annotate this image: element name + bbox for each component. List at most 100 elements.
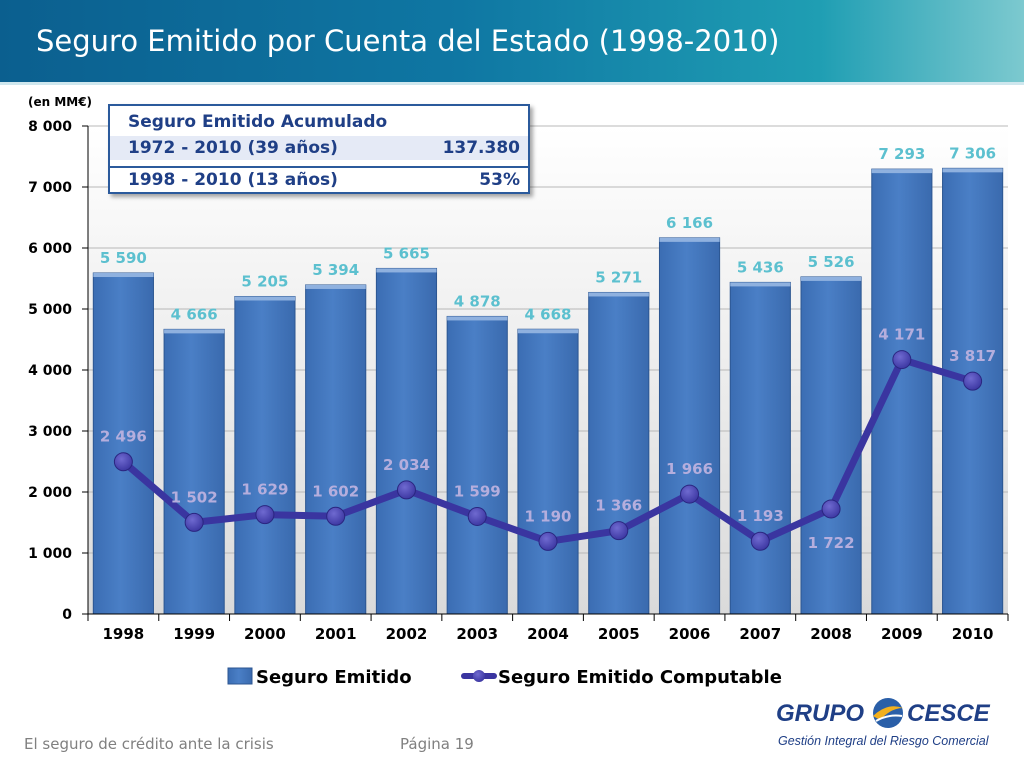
y-tick-label: 3 000 bbox=[28, 424, 72, 440]
line-marker bbox=[750, 531, 770, 551]
bar-data-label: 5 665 bbox=[383, 244, 430, 262]
bar-data-label: 4 668 bbox=[525, 305, 572, 323]
summary-row-label: 1998 - 2010 (13 años) bbox=[128, 170, 338, 190]
x-tick-label: 2002 bbox=[386, 625, 428, 643]
line-marker bbox=[538, 531, 558, 551]
page-title: Seguro Emitido por Cuenta del Estado (19… bbox=[36, 24, 780, 58]
line-data-label: 1 966 bbox=[666, 460, 713, 478]
line-marker bbox=[255, 505, 275, 525]
header-banner: Seguro Emitido por Cuenta del Estado (19… bbox=[0, 0, 1024, 82]
bar-data-label: 6 166 bbox=[666, 214, 713, 232]
y-tick-label: 7 000 bbox=[28, 180, 72, 196]
cesce-logo: GRUPO CESCE Gestión Integral del Riesgo … bbox=[776, 698, 991, 748]
bar-top bbox=[730, 282, 791, 287]
bar bbox=[234, 295, 296, 615]
line-marker bbox=[821, 499, 841, 519]
bar-top bbox=[447, 316, 508, 321]
bar-data-label: 5 271 bbox=[595, 268, 642, 286]
legend-line-marker bbox=[473, 670, 485, 682]
y-tick-label: 1 000 bbox=[28, 546, 72, 562]
bar bbox=[517, 328, 579, 615]
bar-top bbox=[234, 296, 295, 301]
bar-data-label: 4 666 bbox=[171, 305, 218, 323]
line-data-label: 1 722 bbox=[808, 534, 855, 552]
legend-bar-label: Seguro Emitido bbox=[256, 667, 412, 688]
line-marker bbox=[396, 480, 416, 500]
line-data-label: 1 599 bbox=[454, 482, 501, 500]
line-data-label: 2 496 bbox=[100, 428, 147, 446]
bar bbox=[92, 272, 154, 615]
line-marker bbox=[326, 506, 346, 526]
bar-data-label: 5 205 bbox=[241, 272, 288, 290]
bar bbox=[800, 276, 862, 615]
bar-top bbox=[588, 292, 649, 297]
logo-name-left: GRUPO bbox=[776, 700, 864, 727]
page-number: Página 19 bbox=[400, 735, 474, 753]
y-tick-label: 0 bbox=[62, 607, 72, 623]
x-tick-label: 2006 bbox=[669, 625, 711, 643]
bar-top bbox=[164, 329, 225, 334]
legend-bar-swatch bbox=[227, 667, 253, 685]
line-data-label: 3 817 bbox=[949, 347, 996, 365]
y-unit-label: (en MM€) bbox=[28, 95, 92, 109]
logo-name-right: CESCE bbox=[907, 700, 991, 727]
y-tick-label: 8 000 bbox=[28, 119, 72, 135]
y-tick-label: 4 000 bbox=[28, 363, 72, 379]
line-marker bbox=[609, 521, 629, 541]
bar-top bbox=[801, 276, 862, 281]
bar-data-label: 5 436 bbox=[737, 258, 784, 276]
legend-line-label: Seguro Emitido Computable bbox=[498, 667, 782, 688]
bar-top bbox=[942, 168, 1003, 173]
line-data-label: 4 171 bbox=[878, 326, 925, 344]
summary-row: 1998 - 2010 (13 años) 53% bbox=[110, 166, 528, 192]
bar-data-label: 7 306 bbox=[949, 144, 996, 162]
bar-data-label: 5 394 bbox=[312, 261, 359, 279]
summary-row-value: 137.380 bbox=[442, 138, 520, 158]
summary-box: Seguro Emitido Acumulado 1972 - 2010 (39… bbox=[108, 104, 530, 194]
x-tick-label: 2007 bbox=[739, 625, 781, 643]
line-marker bbox=[113, 452, 133, 472]
bar-top bbox=[517, 329, 579, 334]
x-tick-label: 2005 bbox=[598, 625, 640, 643]
bar bbox=[163, 328, 225, 615]
header-divider bbox=[0, 82, 1024, 85]
summary-row-value: 53% bbox=[479, 170, 520, 190]
line-data-label: 1 190 bbox=[525, 507, 572, 525]
bar bbox=[658, 237, 721, 615]
globe-icon bbox=[873, 698, 903, 728]
x-tick-label: 2003 bbox=[456, 625, 498, 643]
bar-data-label: 5 526 bbox=[808, 253, 855, 271]
line-data-label: 1 602 bbox=[312, 482, 359, 500]
summary-row: 1972 - 2010 (39 años) 137.380 bbox=[110, 136, 528, 160]
x-tick-label: 2004 bbox=[527, 625, 569, 643]
y-tick-label: 2 000 bbox=[28, 485, 72, 501]
bar-data-label: 4 878 bbox=[454, 292, 501, 310]
line-marker bbox=[892, 350, 912, 370]
y-tick-label: 5 000 bbox=[28, 302, 72, 318]
line-data-label: 1 629 bbox=[241, 481, 288, 499]
x-tick-label: 2001 bbox=[315, 625, 357, 643]
x-tick-label: 2009 bbox=[881, 625, 923, 643]
line-data-label: 1 366 bbox=[595, 497, 642, 515]
summary-row-label: 1972 - 2010 (39 años) bbox=[128, 138, 338, 158]
summary-heading: Seguro Emitido Acumulado bbox=[128, 112, 388, 132]
y-tick-label: 6 000 bbox=[28, 241, 72, 257]
bar-top bbox=[659, 237, 720, 242]
line-data-label: 2 034 bbox=[383, 456, 430, 474]
line-marker bbox=[680, 484, 700, 504]
bar-data-label: 5 590 bbox=[100, 249, 147, 267]
bar bbox=[375, 267, 438, 615]
bar bbox=[871, 168, 933, 615]
bar-data-label: 7 293 bbox=[878, 145, 925, 163]
x-tick-label: 1999 bbox=[173, 625, 215, 643]
logo-tagline: Gestión Integral del Riesgo Comercial bbox=[778, 734, 990, 748]
bar-top bbox=[305, 284, 366, 289]
line-marker bbox=[963, 371, 983, 391]
x-tick-label: 1998 bbox=[103, 625, 145, 643]
line-marker bbox=[184, 512, 204, 532]
x-tick-label: 2010 bbox=[952, 625, 994, 643]
bar bbox=[446, 315, 508, 615]
x-tick-label: 2000 bbox=[244, 625, 286, 643]
bar bbox=[942, 167, 1004, 615]
